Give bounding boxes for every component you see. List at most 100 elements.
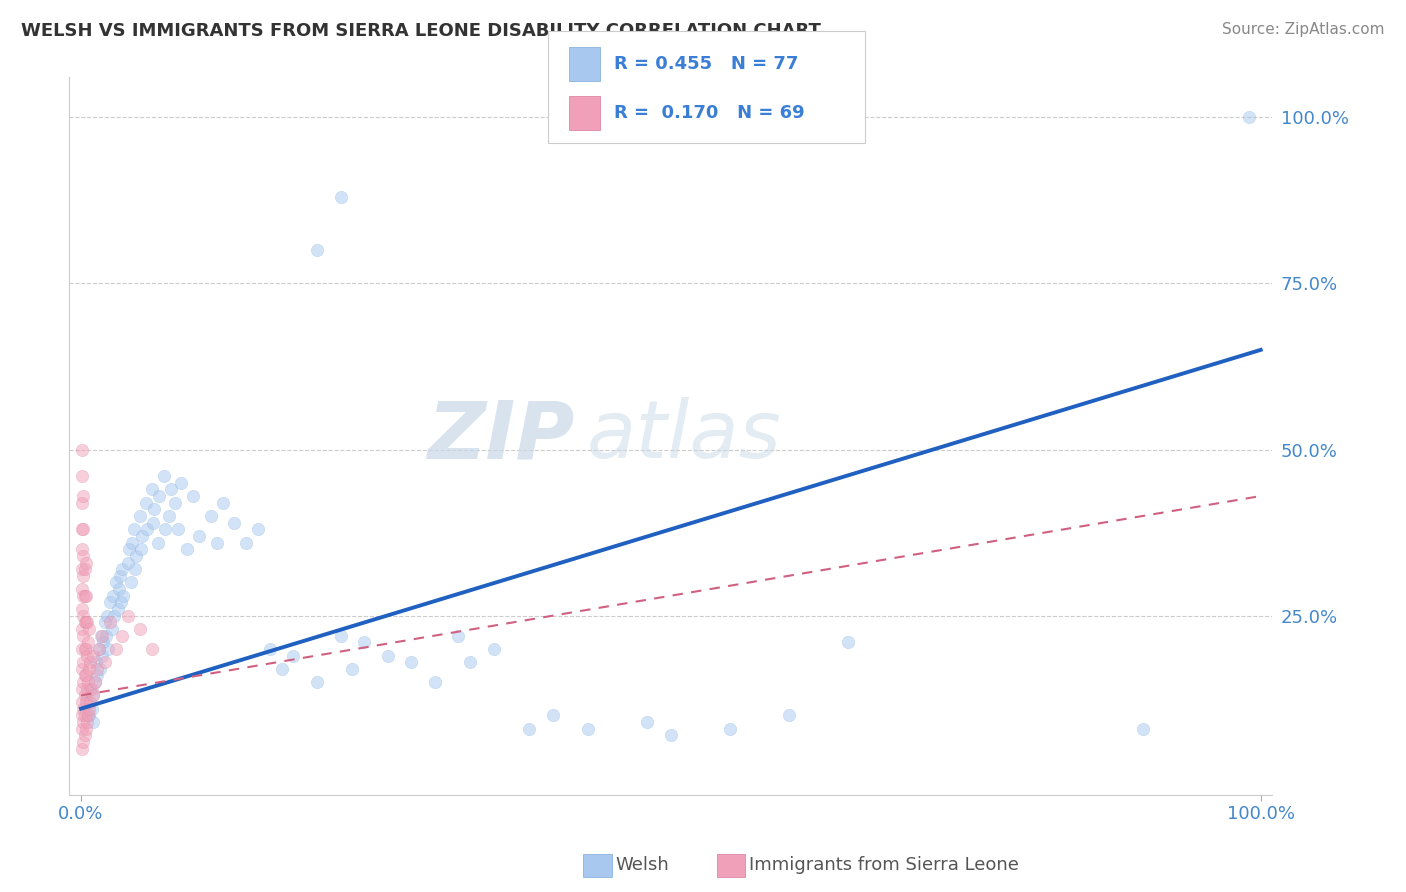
Point — [135, 496, 157, 510]
Point — [72, 589, 94, 603]
Point — [73, 728, 96, 742]
Text: R =  0.170   N = 69: R = 0.170 N = 69 — [614, 103, 806, 121]
Point — [129, 542, 152, 557]
Point — [224, 516, 246, 530]
Point — [70, 662, 93, 676]
Point — [143, 502, 166, 516]
Point — [152, 469, 174, 483]
Point — [72, 675, 94, 690]
Point — [259, 641, 281, 656]
Point — [70, 741, 93, 756]
Point — [86, 662, 108, 676]
Point — [70, 542, 93, 557]
Point — [86, 668, 108, 682]
Point — [82, 689, 104, 703]
Point — [82, 648, 104, 663]
Point — [75, 722, 97, 736]
Text: ZIP: ZIP — [427, 397, 575, 475]
Point — [73, 668, 96, 682]
Point — [72, 735, 94, 749]
Point — [401, 655, 423, 669]
Point — [377, 648, 399, 663]
Point — [482, 641, 505, 656]
Point — [117, 608, 139, 623]
Point — [423, 675, 446, 690]
Point — [329, 629, 352, 643]
Point — [70, 442, 93, 457]
Point — [77, 622, 100, 636]
Point — [80, 701, 103, 715]
Point — [72, 549, 94, 563]
Point — [70, 562, 93, 576]
Point — [94, 629, 117, 643]
Point — [447, 629, 470, 643]
Point — [112, 589, 135, 603]
Point — [72, 701, 94, 715]
Point — [96, 608, 118, 623]
Point — [77, 662, 100, 676]
Point — [153, 522, 176, 536]
Point — [129, 508, 152, 523]
Point — [329, 190, 352, 204]
Point — [659, 728, 682, 742]
Point — [77, 675, 100, 690]
Point — [205, 535, 228, 549]
Point — [72, 629, 94, 643]
Point — [120, 575, 142, 590]
Point — [576, 722, 599, 736]
Point — [170, 475, 193, 490]
Point — [76, 695, 98, 709]
Point — [89, 662, 111, 676]
Point — [141, 641, 163, 656]
Point — [72, 714, 94, 729]
Point — [73, 589, 96, 603]
Point — [75, 556, 97, 570]
Point — [111, 562, 134, 576]
Point — [121, 535, 143, 549]
Point — [79, 695, 101, 709]
Point — [70, 622, 93, 636]
Point — [305, 243, 328, 257]
Point — [148, 489, 170, 503]
Text: Immigrants from Sierra Leone: Immigrants from Sierra Leone — [749, 856, 1019, 874]
Text: R = 0.455   N = 77: R = 0.455 N = 77 — [614, 55, 799, 73]
Point — [75, 668, 97, 682]
Point — [72, 489, 94, 503]
Point — [118, 542, 141, 557]
Point — [77, 635, 100, 649]
Point — [93, 635, 115, 649]
Point — [70, 722, 93, 736]
Text: atlas: atlas — [586, 397, 782, 475]
Point — [79, 681, 101, 696]
Point — [142, 516, 165, 530]
Point — [124, 562, 146, 576]
Point — [129, 622, 152, 636]
Point — [146, 535, 169, 549]
Point — [353, 635, 375, 649]
Point — [636, 714, 658, 729]
Point — [100, 615, 122, 630]
Point — [91, 648, 114, 663]
Point — [517, 722, 540, 736]
Point — [778, 708, 800, 723]
Point — [70, 496, 93, 510]
Point — [70, 641, 93, 656]
Point — [342, 662, 364, 676]
Point — [75, 615, 97, 630]
Point — [75, 589, 97, 603]
Point — [73, 562, 96, 576]
Text: WELSH VS IMMIGRANTS FROM SIERRA LEONE DISABILITY CORRELATION CHART: WELSH VS IMMIGRANTS FROM SIERRA LEONE DI… — [21, 22, 821, 40]
Point — [105, 575, 128, 590]
Point — [136, 522, 159, 536]
Point — [76, 615, 98, 630]
Point — [837, 635, 859, 649]
Point — [72, 655, 94, 669]
Point — [77, 708, 100, 723]
Point — [73, 708, 96, 723]
Point — [75, 695, 97, 709]
Point — [305, 675, 328, 690]
Point — [76, 648, 98, 663]
Point — [79, 655, 101, 669]
Point — [70, 469, 93, 483]
Point — [76, 681, 98, 696]
